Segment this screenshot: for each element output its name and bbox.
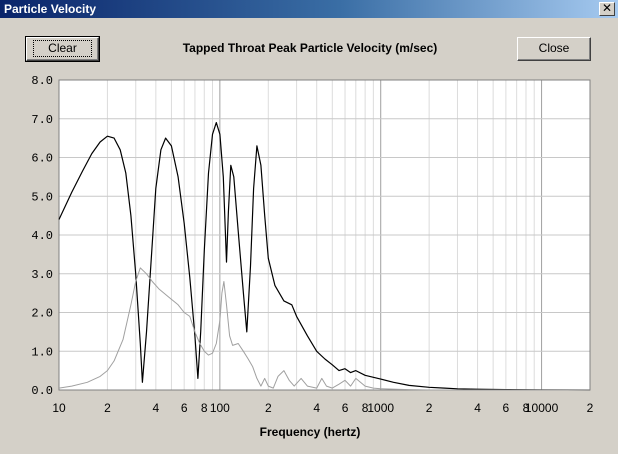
y-tick-label: 0.0 [31, 384, 53, 398]
clear-button[interactable]: Clear [25, 36, 100, 62]
y-tick-label: 5.0 [31, 190, 53, 204]
x-tick-label: 6 [503, 401, 510, 415]
x-tick-label: 8 [362, 401, 369, 415]
x-tick-label: 10000 [525, 401, 559, 415]
series-line-primary [58, 122, 591, 391]
x-tick-label: 8 [201, 401, 208, 415]
x-tick-label: 2 [426, 401, 433, 415]
close-icon[interactable]: ✕ [599, 2, 615, 16]
x-tick-label: 6 [181, 401, 188, 415]
x-tick-label: 1000 [367, 401, 394, 415]
chart-title: Tapped Throat Peak Particle Velocity (m/… [182, 41, 438, 55]
clear-button-label: Clear [33, 40, 92, 57]
x-tick-label: 2 [265, 401, 272, 415]
x-tick-label: 2 [104, 401, 111, 415]
x-tick-label: 2 [587, 401, 594, 415]
x-tick-label: 4 [313, 401, 320, 415]
x-tick-label: 6 [342, 401, 349, 415]
window-title: Particle Velocity [4, 2, 97, 16]
series-line-secondary [58, 267, 590, 391]
plot-frame [58, 79, 591, 391]
close-button[interactable]: Close [517, 37, 591, 61]
x-tick-label: 4 [153, 401, 160, 415]
y-tick-label: 8.0 [31, 74, 53, 88]
y-tick-label: 2.0 [31, 307, 53, 321]
x-tick-label: 100 [210, 401, 230, 415]
x-tick-label: 10 [52, 401, 66, 415]
x-tick-label: 4 [474, 401, 481, 415]
y-tick-label: 1.0 [31, 345, 53, 359]
title-bar[interactable]: Particle Velocity ✕ [0, 0, 618, 18]
x-axis-label: Frequency (hertz) [259, 425, 361, 439]
y-tick-label: 3.0 [31, 268, 53, 282]
y-tick-label: 6.0 [31, 152, 53, 166]
x-tick-label: 8 [523, 401, 530, 415]
y-tick-label: 7.0 [31, 113, 53, 127]
y-tick-label: 4.0 [31, 229, 53, 243]
